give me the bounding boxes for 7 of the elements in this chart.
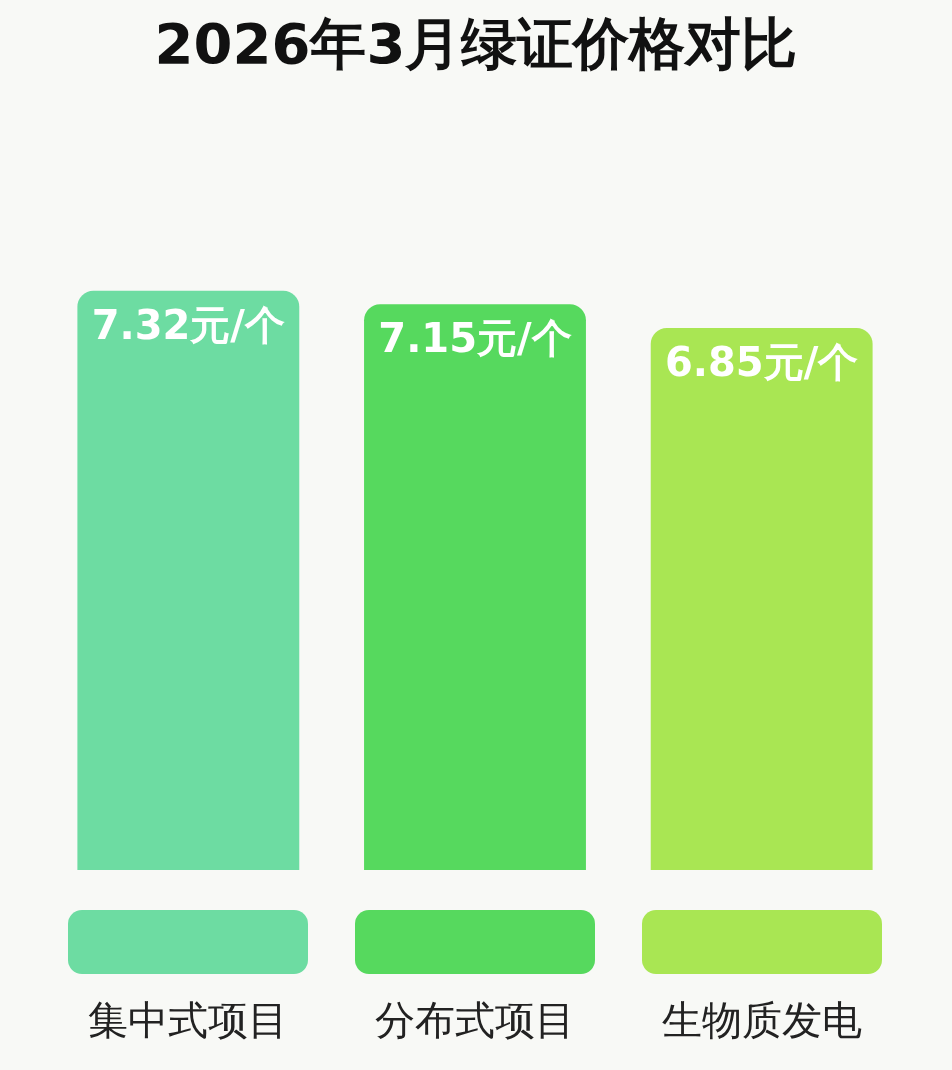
data-label: 7.32元/个: [91, 301, 285, 348]
x-tick-label: 生物质发电: [661, 997, 862, 1043]
x-tick-label: 集中式项目: [88, 997, 289, 1043]
x-tick-label: 分布式项目: [375, 997, 575, 1043]
chart-title: 2026年3月绿证价格对比: [154, 10, 798, 76]
data-label: 6.85元/个: [665, 338, 859, 385]
data-label: 7.15元/个: [378, 315, 572, 362]
